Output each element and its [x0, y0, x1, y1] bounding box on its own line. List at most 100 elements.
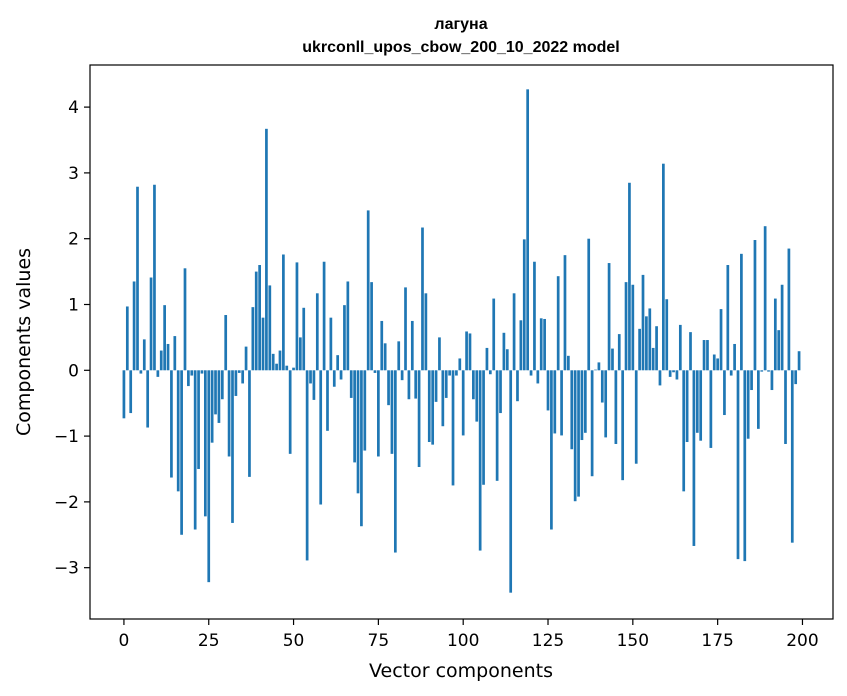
- bar: [265, 128, 268, 371]
- bar: [546, 370, 550, 411]
- bar: [509, 370, 513, 593]
- bar: [248, 370, 251, 477]
- bar: [146, 370, 150, 428]
- x-tick-label: 150: [617, 631, 649, 651]
- y-tick-label: 1: [68, 295, 79, 315]
- bar: [658, 370, 662, 386]
- bar: [383, 343, 387, 371]
- bar: [207, 370, 211, 583]
- bar: [170, 370, 173, 478]
- bar: [797, 351, 801, 371]
- bar: [346, 281, 350, 371]
- bar: [438, 337, 441, 371]
- bar: [285, 365, 289, 371]
- bar: [682, 370, 686, 492]
- bar: [736, 370, 740, 560]
- bar: [539, 318, 543, 371]
- y-tick-label: 3: [68, 164, 79, 184]
- bar: [224, 315, 228, 371]
- bar: [390, 370, 394, 454]
- bar: [709, 370, 713, 448]
- bar: [458, 358, 462, 371]
- bar: [516, 370, 519, 402]
- bar: [282, 254, 285, 371]
- bar: [305, 370, 309, 561]
- bar: [410, 320, 414, 371]
- bar: [455, 370, 458, 376]
- bar: [329, 317, 333, 371]
- bar: [149, 277, 153, 371]
- bar: [427, 370, 431, 443]
- bar: [472, 370, 475, 400]
- bar: [746, 370, 750, 439]
- x-tick-label: 100: [447, 631, 479, 651]
- bar: [414, 370, 418, 399]
- bar: [512, 293, 516, 371]
- bar: [421, 227, 424, 371]
- bar: [726, 265, 730, 371]
- chart-subtitle: ukrconll_upos_cbow_200_10_2022 model: [302, 39, 619, 56]
- bar: [794, 370, 798, 385]
- bar: [288, 370, 292, 454]
- bar: [638, 328, 641, 371]
- bar: [244, 346, 248, 371]
- bar: [784, 370, 787, 444]
- bar: [129, 370, 133, 414]
- bar: [573, 370, 577, 502]
- x-tick-label: 25: [198, 631, 220, 651]
- bar: [763, 226, 767, 371]
- bar: [234, 370, 238, 396]
- bar: [553, 370, 557, 434]
- bar: [519, 320, 523, 371]
- bar: [767, 370, 770, 372]
- bar: [563, 255, 567, 371]
- bar: [621, 370, 625, 481]
- bar: [360, 370, 363, 527]
- bars-group: [122, 89, 801, 593]
- bar: [502, 332, 506, 371]
- bar: [268, 285, 272, 371]
- bar: [790, 370, 794, 543]
- bar: [529, 370, 533, 376]
- y-tick-label: −1: [54, 427, 79, 447]
- bar: [760, 370, 764, 372]
- bar: [353, 370, 356, 463]
- bar: [183, 268, 187, 371]
- bar: [757, 370, 760, 429]
- bar: [689, 332, 692, 371]
- bar: [349, 370, 353, 398]
- bar: [482, 370, 485, 485]
- bar: [695, 370, 699, 433]
- bar: [611, 348, 614, 371]
- x-tick-label: 50: [283, 631, 305, 651]
- bar: [193, 370, 197, 530]
- bar: [441, 370, 445, 427]
- bar: [231, 370, 234, 523]
- bar: [716, 358, 719, 371]
- plot-area-frame: [89, 64, 834, 620]
- bar: [607, 263, 611, 371]
- y-tick-label: 0: [68, 361, 79, 381]
- bar: [675, 370, 679, 380]
- bar: [465, 331, 468, 371]
- bar: [729, 370, 733, 376]
- bar: [719, 309, 723, 371]
- bar: [567, 355, 570, 371]
- bar: [166, 343, 170, 371]
- bar: [387, 370, 390, 406]
- bar: [173, 336, 177, 371]
- bar: [434, 370, 438, 402]
- bar: [326, 370, 329, 431]
- bar: [142, 339, 146, 371]
- bar: [393, 370, 397, 553]
- bar: [424, 293, 428, 371]
- bar: [550, 370, 553, 530]
- x-tick-label: 175: [701, 631, 733, 651]
- bar: [431, 370, 435, 445]
- bar: [407, 370, 411, 400]
- bar: [580, 370, 584, 441]
- bar: [685, 370, 689, 443]
- y-tick-label: −2: [54, 493, 79, 513]
- bar: [488, 370, 492, 375]
